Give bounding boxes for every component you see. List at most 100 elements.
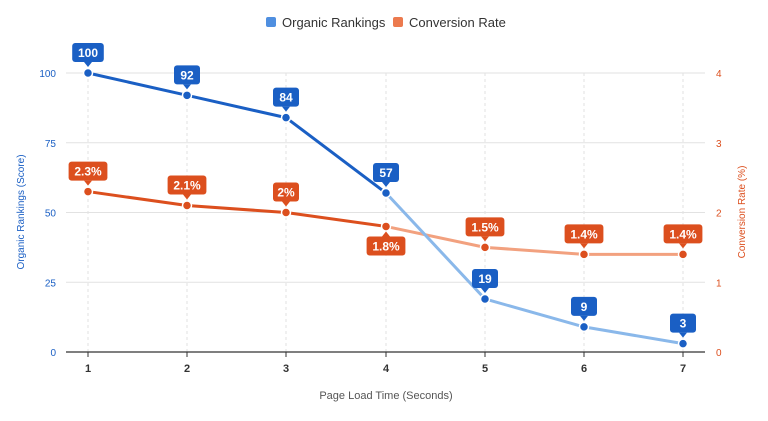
data-point-conversion-rate[interactable] [380,221,392,232]
series-line-organic-rankings [284,116,388,195]
x-tick-label: 7 [680,363,686,375]
data-label-text-organic-rankings: 3 [680,317,687,331]
series-points [82,67,689,349]
x-tick-label: 1 [85,363,91,375]
data-label-box-conversion-rate [273,182,299,202]
data-label-box-organic-rankings [72,43,104,62]
y-left-tick-label: 50 [45,209,57,220]
data-point-conversion-rate[interactable] [82,186,94,197]
data-label-organic-rankings: 9 [571,296,597,321]
data-label-box-conversion-rate [167,175,207,195]
data-label-text-organic-rankings: 19 [478,272,492,286]
data-label-box-organic-rankings [273,87,299,107]
x-tick-label: 5 [482,363,488,375]
y-left-tick-label: 75 [45,139,57,150]
data-label-pointer-conversion-rate [183,194,191,200]
series-line-conversion-rate [384,224,487,249]
series-line-organic-rankings [86,71,189,97]
data-label-box-conversion-rate [465,217,505,237]
y-left-tick-label: 0 [50,348,56,359]
legend-item-organic-rankings[interactable]: Organic Rankings [266,15,386,30]
data-point-organic-rankings[interactable] [578,321,590,333]
series-line-conversion-rate [86,190,189,208]
data-label-box-organic-rankings [571,296,597,316]
series-line-conversion-rate [185,204,288,214]
data-label-conversion-rate: 2% [273,182,299,207]
data-label-pointer-conversion-rate [282,201,290,207]
legend-swatch-organic-rankings [266,17,276,27]
data-label-organic-rankings: 3 [670,313,696,338]
data-point-conversion-rate[interactable] [280,207,292,218]
data-label-pointer-organic-rankings [580,315,588,321]
series-line-conversion-rate [483,245,586,256]
data-label-conversion-rate: 1.5% [465,217,505,242]
x-tick-label: 4 [383,363,390,375]
data-label-pointer-organic-rankings [183,84,191,90]
legend-label-conversion-rate: Conversion Rate [409,15,506,30]
data-label-conversion-rate: 1.4% [663,224,703,249]
data-point-conversion-rate[interactable] [578,249,590,260]
data-label-box-organic-rankings [174,65,200,85]
data-label-text-conversion-rate: 1.8% [372,239,400,253]
data-label-pointer-conversion-rate [679,243,687,249]
data-label-box-organic-rankings [472,268,498,288]
axes: 0 25 50 75 100 0 1 2 3 4 1 2 3 4 5 6 7 [39,69,722,375]
data-label-text-organic-rankings: 9 [581,300,588,314]
data-label-conversion-rate: 2.1% [167,175,207,200]
y-left-tick-label: 25 [45,278,57,289]
series-line-conversion-rate [284,211,388,228]
data-label-box-organic-rankings [373,162,399,182]
data-point-conversion-rate[interactable] [181,200,193,211]
data-point-organic-rankings[interactable] [380,187,392,199]
data-label-text-conversion-rate: 2% [277,186,295,200]
data-label-text-conversion-rate: 2.1% [173,179,201,193]
y-right-tick-label: 4 [716,69,722,80]
data-point-organic-rankings[interactable] [280,112,292,123]
data-label-pointer-conversion-rate [84,180,92,186]
data-label-organic-rankings: 92 [174,65,200,90]
grid-lines [66,72,705,352]
y-axis-right-title: Conversion Rate (%) [737,166,748,259]
legend-label-organic-rankings: Organic Rankings [282,15,386,30]
data-point-organic-rankings[interactable] [181,90,193,101]
data-label-organic-rankings: 57 [373,162,399,187]
data-label-pointer-organic-rankings [679,332,687,338]
data-label-text-organic-rankings: 100 [78,46,98,60]
series-lines [86,71,685,346]
data-label-conversion-rate: 2.3% [68,161,108,186]
data-label-box-conversion-rate [663,224,703,244]
data-label-text-conversion-rate: 1.5% [471,220,499,234]
y-left-tick-label: 100 [39,69,56,80]
series-line-organic-rankings [483,297,586,329]
x-tick-label: 2 [184,363,190,375]
data-label-pointer-organic-rankings [84,62,92,67]
legend-swatch-conversion-rate [393,17,403,27]
data-point-organic-rankings[interactable] [479,293,491,305]
data-label-pointer-organic-rankings [282,106,290,112]
data-label-pointer-conversion-rate [382,231,390,237]
series-line-organic-rankings [185,93,288,120]
data-labels: 2.3% 2.1% 2% 1.8% 1.5% 1.4% 1.4% 100 92 84 57 19 9 3 [68,43,703,338]
legend-item-conversion-rate[interactable]: Conversion Rate [393,15,506,30]
data-label-conversion-rate: 1.8% [366,231,406,256]
data-point-organic-rankings[interactable] [677,338,689,349]
data-label-box-conversion-rate [564,224,604,244]
data-label-pointer-organic-rankings [481,287,489,293]
legend: Organic Rankings Conversion Rate [266,15,506,30]
data-label-organic-rankings: 19 [472,268,498,293]
data-label-organic-rankings: 100 [72,43,104,67]
data-label-text-conversion-rate: 2.3% [74,165,102,179]
data-label-box-conversion-rate [68,161,108,181]
y-axis-left-title: Organic Rankings (Score) [16,154,27,269]
data-label-conversion-rate: 1.4% [564,224,604,249]
series-line-organic-rankings [582,325,685,346]
data-label-text-conversion-rate: 1.4% [669,227,697,241]
data-label-box-organic-rankings [670,313,696,333]
data-label-pointer-organic-rankings [382,181,390,187]
x-tick-label: 3 [283,363,289,375]
data-label-organic-rankings: 84 [273,87,299,112]
data-point-organic-rankings[interactable] [82,67,94,79]
data-label-text-organic-rankings: 84 [279,91,293,105]
data-point-conversion-rate[interactable] [677,249,689,260]
data-point-conversion-rate[interactable] [479,242,491,253]
